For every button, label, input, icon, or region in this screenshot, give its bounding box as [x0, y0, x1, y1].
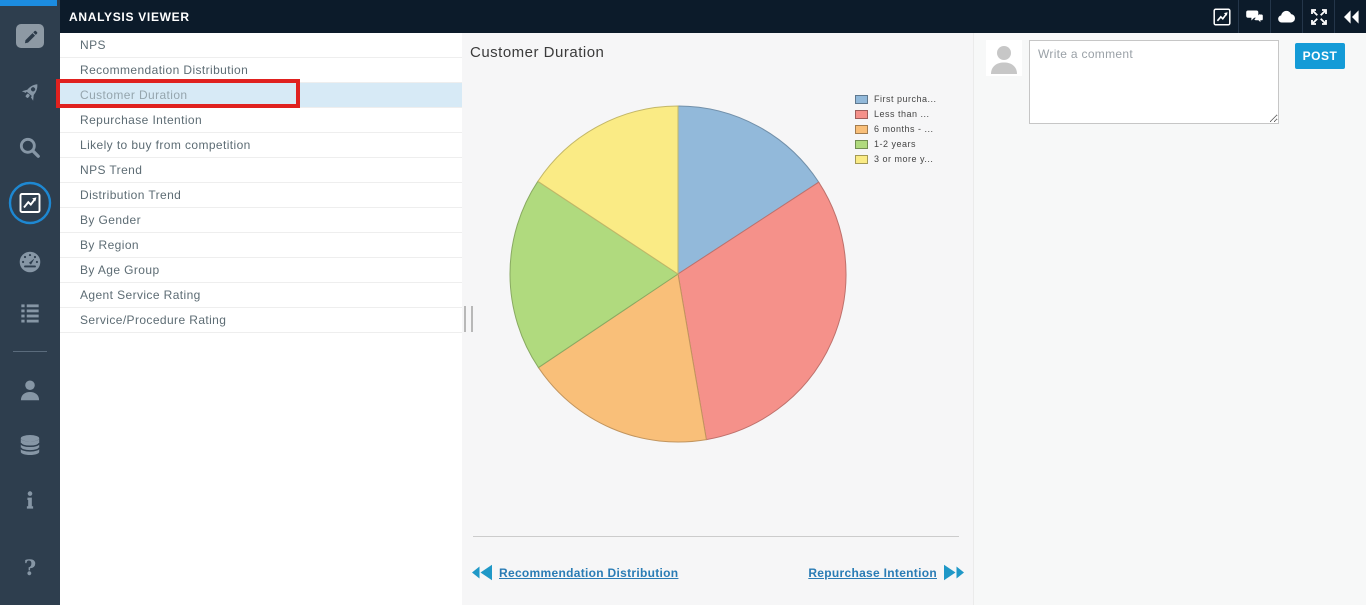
user-avatar-icon: [991, 46, 1017, 74]
legend-label: 6 months - ...: [874, 124, 934, 134]
prev-analysis-nav[interactable]: Recommendation Distribution: [471, 564, 678, 581]
prev-analysis-link[interactable]: Recommendation Distribution: [499, 565, 679, 580]
list-item-by-region[interactable]: By Region: [60, 233, 462, 258]
help-icon: ?: [24, 555, 36, 580]
next-analysis-nav[interactable]: Repurchase Intention: [808, 564, 965, 581]
legend-swatch: [855, 94, 868, 104]
list-item-repurchase-intention[interactable]: Repurchase Intention: [60, 108, 462, 133]
list-item-by-gender[interactable]: By Gender: [60, 208, 462, 233]
list-item-nps-trend[interactable]: NPS Trend: [60, 158, 462, 183]
list-item-distribution-trend[interactable]: Distribution Trend: [60, 183, 462, 208]
search-icon: [19, 137, 40, 158]
sidebar-info-button[interactable]: [10, 480, 50, 520]
pie-slice-4[interactable]: [537, 105, 679, 275]
prev-arrow-icon: [472, 564, 492, 581]
comments-panel: POST: [973, 33, 1366, 605]
app-title: ANALYSIS VIEWER: [69, 9, 190, 24]
pie-slice-0[interactable]: [677, 105, 820, 275]
comments-icon-glyph: [1245, 10, 1264, 25]
legend-label: First purcha...: [874, 94, 937, 104]
legend-item-4[interactable]: 3 or more y...: [855, 154, 937, 164]
legend-swatch: [855, 139, 868, 149]
icon-sidebar: ?: [0, 0, 60, 605]
list-icon: [21, 304, 39, 323]
sidebar-divider: [13, 351, 47, 352]
accent-top-strip: [0, 0, 57, 6]
legend-item-1[interactable]: Less than ...: [855, 109, 937, 119]
cloud-icon[interactable]: [1270, 0, 1302, 33]
chart-footer-divider: [473, 536, 959, 537]
rewind-icon[interactable]: [1334, 0, 1366, 33]
user-icon: [20, 380, 40, 401]
list-item-customer-duration[interactable]: Customer Duration: [60, 83, 462, 108]
list-item-recommendation-distribution[interactable]: Recommendation Distribution: [60, 58, 462, 83]
chart-area: Customer Duration First purcha... Less th…: [462, 33, 973, 605]
sidebar-edit-button[interactable]: [10, 16, 50, 56]
list-scrollbar-thumb[interactable]: [464, 306, 466, 332]
avatar: [986, 40, 1022, 76]
chart-title: Customer Duration: [470, 44, 605, 61]
rewind-icon-glyph: [1343, 9, 1359, 24]
analysis-chart-icon: [8, 181, 52, 225]
sidebar-list-button[interactable]: [10, 292, 50, 332]
legend-swatch: [855, 109, 868, 119]
legend-swatch: [855, 154, 868, 164]
sidebar-analysis-button-active[interactable]: [8, 181, 52, 225]
cloud-icon-glyph: [1277, 10, 1295, 23]
comment-input[interactable]: [1029, 40, 1279, 124]
sidebar-rocket-button[interactable]: [10, 73, 50, 113]
pie-slice-2[interactable]: [537, 273, 707, 443]
main-scrollbar-thumb[interactable]: [471, 306, 473, 332]
info-icon: [26, 491, 34, 509]
header-toolbar: [1206, 0, 1366, 33]
expand-icon[interactable]: [1302, 0, 1334, 33]
analysis-list: NPS Recommendation Distribution Customer D…: [60, 33, 462, 605]
analysis-chart-icon[interactable]: [1206, 0, 1238, 33]
chart-legend: First purcha... Less than ... 6 months - .…: [855, 94, 937, 169]
list-item-by-age-group[interactable]: By Age Group: [60, 258, 462, 283]
list-item-service-procedure-rating[interactable]: Service/Procedure Rating: [60, 308, 462, 333]
dashboard-gauge-icon: [19, 251, 41, 273]
post-button[interactable]: POST: [1295, 43, 1345, 69]
next-analysis-link[interactable]: Repurchase Intention: [808, 565, 937, 580]
svg-text:?: ?: [24, 555, 36, 580]
next-arrow-icon: [944, 564, 964, 581]
legend-item-3[interactable]: 1-2 years: [855, 139, 937, 149]
sidebar-search-button[interactable]: [10, 128, 50, 168]
legend-label: 1-2 years: [874, 139, 917, 149]
list-item-agent-service-rating[interactable]: Agent Service Rating: [60, 283, 462, 308]
expand-icon-glyph: [1310, 8, 1327, 25]
list-item-likely-to-buy-from-competition[interactable]: Likely to buy from competition: [60, 133, 462, 158]
sidebar-database-button[interactable]: [10, 425, 50, 465]
pencil-icon: [16, 24, 44, 48]
list-item-nps[interactable]: NPS: [60, 33, 462, 58]
sidebar-user-button[interactable]: [10, 370, 50, 410]
pie-chart: [509, 105, 847, 443]
analysis-chart-icon-glyph: [1213, 7, 1231, 26]
database-icon: [20, 435, 40, 455]
pie-slice-3[interactable]: [509, 180, 679, 369]
legend-label: 3 or more y...: [874, 154, 934, 164]
comments-icon[interactable]: [1238, 0, 1270, 33]
header-bar: ANALYSIS VIEWER: [60, 0, 1366, 33]
legend-item-2[interactable]: 6 months - ...: [855, 124, 937, 134]
rocket-icon: [21, 84, 38, 101]
legend-item-0[interactable]: First purcha...: [855, 94, 937, 104]
pie-slice-1[interactable]: [677, 181, 847, 441]
sidebar-dashboard-button[interactable]: [10, 242, 50, 282]
legend-label: Less than ...: [874, 109, 930, 119]
legend-swatch: [855, 124, 868, 134]
sidebar-help-button[interactable]: ?: [10, 548, 50, 588]
